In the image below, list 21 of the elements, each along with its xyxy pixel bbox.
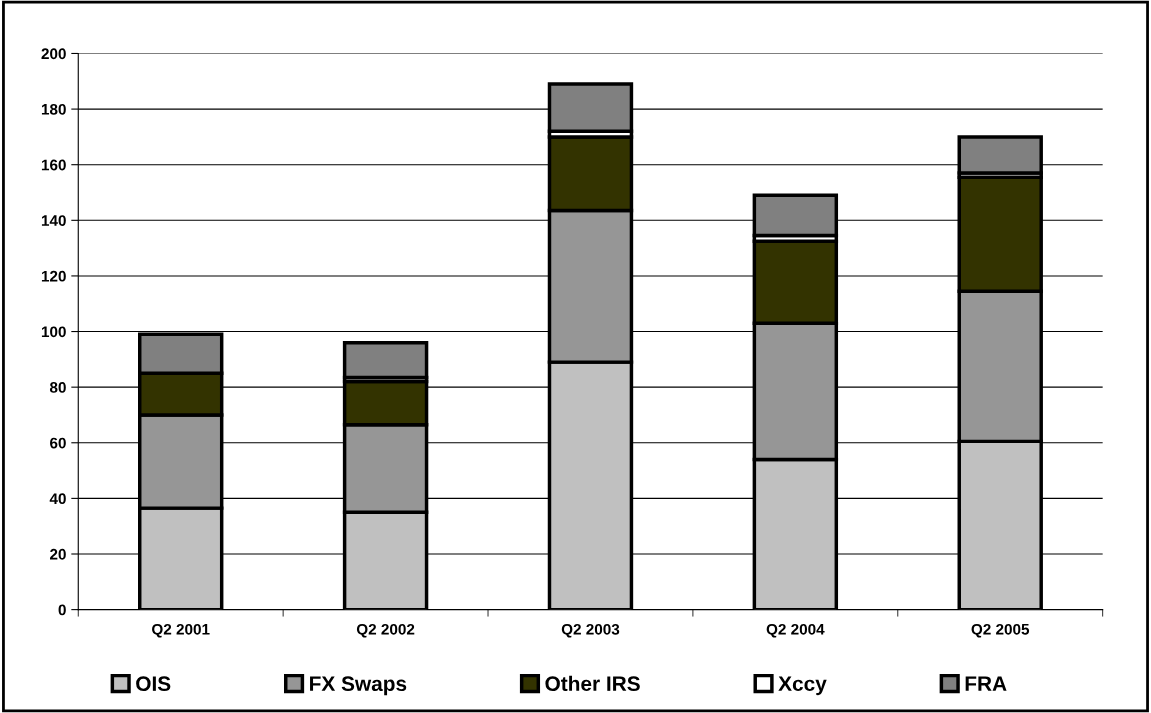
y-tick-label: 160 (41, 159, 66, 171)
x-tick-label: Q2 2005 (971, 623, 1030, 638)
legend-label: Other IRS (545, 675, 640, 692)
y-tick-label: 0 (58, 604, 66, 616)
x-tick-label: Q2 2001 (152, 623, 210, 638)
y-tick-label: 20 (50, 548, 66, 560)
y-tick-label: 80 (49, 382, 66, 393)
y-tick-label: 100 (41, 326, 66, 338)
y-tick-label: 60 (50, 437, 66, 449)
legend-label: OIS (136, 676, 171, 692)
y-tick-label: 120 (41, 270, 66, 282)
y-tick-label: 180 (41, 103, 66, 115)
x-tick-label: Q2 2004 (766, 623, 825, 638)
legend-label: FX Swaps (310, 676, 407, 696)
legend-label: Xccy (778, 676, 827, 696)
y-tick-label: 200 (41, 48, 66, 60)
legend-label: FRA (965, 676, 1007, 691)
x-tick-label: Q2 2002 (356, 623, 415, 638)
x-tick-label: Q2 2003 (561, 623, 620, 638)
y-tick-label: 140 (41, 215, 66, 226)
y-tick-label: 40 (49, 493, 66, 505)
